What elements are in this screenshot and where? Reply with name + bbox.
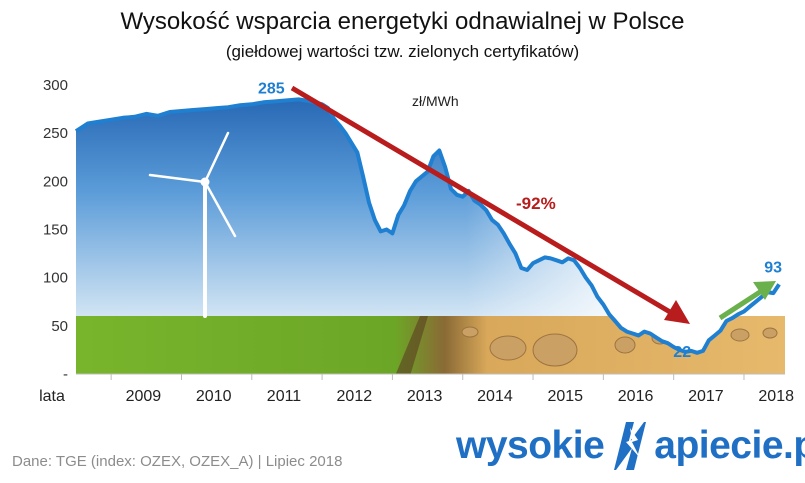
x-tick-label: 2014 bbox=[477, 388, 513, 405]
lightning-n-icon bbox=[614, 422, 647, 470]
series-line bbox=[74, 97, 781, 355]
logo-text-left: wysokie bbox=[456, 424, 605, 467]
y-tick-label: 50 bbox=[51, 318, 68, 335]
x-axis: 2009 2010 2011 2012 2013 2014 2015 2016 2017 2018 bbox=[110, 374, 794, 405]
y-axis: - 50 100 150 200 250 300 bbox=[43, 77, 68, 383]
chart-subtitle: (giełdowej wartości tzw. zielonych certy… bbox=[225, 42, 580, 61]
x-tick-label: 2009 bbox=[126, 388, 162, 405]
x-axis-label: lata bbox=[39, 388, 65, 405]
x-tick-label: 2017 bbox=[688, 388, 724, 405]
rise-arrow bbox=[718, 281, 776, 321]
wind-turbine bbox=[148, 131, 237, 318]
data-label: 285 bbox=[258, 80, 285, 97]
y-tick-label: 150 bbox=[43, 222, 68, 239]
annotations: 285 -92% 22 93 bbox=[258, 80, 782, 360]
percent-change-label: -92% bbox=[516, 194, 556, 213]
x-tick-label: 2015 bbox=[547, 388, 583, 405]
hay-bales bbox=[461, 326, 778, 367]
y-tick-label: 250 bbox=[43, 125, 68, 142]
decline-arrow bbox=[290, 85, 690, 324]
y-tick-label: 200 bbox=[43, 173, 68, 190]
chart-title: Wysokość wsparcia energetyki odnawialnej… bbox=[120, 8, 685, 35]
y-tick-label: 300 bbox=[43, 77, 68, 94]
unit-label: zł/MWh bbox=[412, 93, 459, 109]
y-tick-label: 100 bbox=[43, 270, 68, 287]
publisher-logo[interactable]: wysokie apiecie.pl bbox=[456, 418, 805, 474]
data-source-note: Dane: TGE (index: OZEX, OZEX_A) | Lipiec… bbox=[12, 453, 343, 470]
x-tick-label: 2013 bbox=[407, 388, 443, 405]
x-tick-label: 2010 bbox=[196, 388, 232, 405]
x-tick-label: 2018 bbox=[758, 388, 794, 405]
x-tick-label: 2011 bbox=[267, 388, 302, 405]
y-tick-label: - bbox=[63, 366, 68, 383]
x-tick-label: 2012 bbox=[337, 388, 373, 405]
data-label: 22 bbox=[673, 344, 691, 361]
data-label: 93 bbox=[764, 259, 782, 276]
x-tick-label: 2016 bbox=[618, 388, 654, 405]
area-mask bbox=[76, 82, 785, 353]
logo-text-right: apiecie.pl bbox=[654, 424, 805, 467]
